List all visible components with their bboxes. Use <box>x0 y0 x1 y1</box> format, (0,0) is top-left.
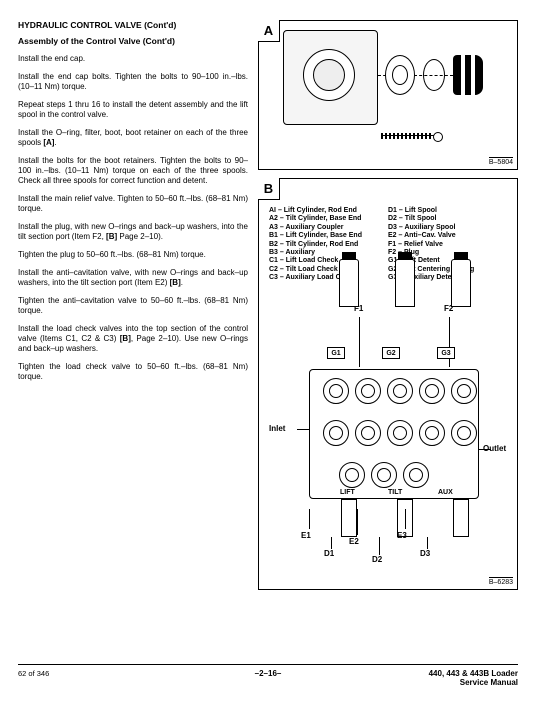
callout-e2: E2 <box>349 537 359 546</box>
para-11-ref: [B] <box>120 334 131 343</box>
callout-e1: E1 <box>301 531 311 540</box>
callout-g2: G2 <box>382 347 400 359</box>
figure-a-code: B–5804 <box>489 157 513 166</box>
legend-item: A2 – Tilt Cylinder, Base End <box>269 215 388 223</box>
section-tilt: TILT <box>388 489 402 496</box>
figure-a-label: A <box>258 20 280 42</box>
footer-right-line1: 440, 443 & 443B Loader <box>429 669 518 679</box>
para-4-ref: [A] <box>43 138 54 147</box>
para-5: Install the bolts for the boot retainers… <box>18 156 248 186</box>
para-3: Repeat steps 1 thru 16 to install the de… <box>18 100 248 120</box>
subsection-title: Assembly of the Control Valve (Cont'd) <box>18 36 248 46</box>
para-8: Tighten the plug to 50–60 ft.–lbs. (68–8… <box>18 250 248 260</box>
callout-inlet: Inlet <box>269 424 285 433</box>
para-9-ref: [B] <box>170 278 181 287</box>
para-4: Install the O–ring, filter, boot, boot r… <box>18 128 248 148</box>
para-9c: . <box>181 278 183 287</box>
figure-b-label: B <box>258 178 280 200</box>
para-2: Install the end cap bolts. Tighten the b… <box>18 72 248 92</box>
legend-item: F1 – Relief Valve <box>388 241 507 249</box>
para-9: Install the anti–cavitation valve, with … <box>18 268 248 288</box>
footer-right-line2: Service Manual <box>429 678 518 688</box>
figure-a-drawing <box>283 25 513 165</box>
figure-b-code: B–6283 <box>489 577 513 586</box>
para-6: Install the main relief valve. Tighten t… <box>18 194 248 214</box>
legend-item: D3 – Auxiliary Spool <box>388 224 507 232</box>
callout-g3: G3 <box>437 347 455 359</box>
para-11: Install the load check valves into the t… <box>18 324 248 354</box>
footer-manual-title: 440, 443 & 443B Loader Service Manual <box>429 669 518 688</box>
footer-page-of: 62 of 346 <box>18 669 49 678</box>
legend-item: B2 – Tilt Cylinder, Rod End <box>269 241 388 249</box>
figure-b: B AI – Lift Cylinder, Rod End A2 – Tilt … <box>258 178 518 590</box>
figure-column: A B–5804 B AI – Lift Cylinder, Rod End A <box>258 20 518 590</box>
legend-item: D1 – Lift Spool <box>388 207 507 215</box>
legend-item: E2 – Anti–Cav. Valve <box>388 232 507 240</box>
callout-d1: D1 <box>324 549 334 558</box>
page-footer: 62 of 346 –2–16– 440, 443 & 443B Loader … <box>18 664 518 688</box>
para-1: Install the end cap. <box>18 54 248 64</box>
legend-item: A3 – Auxiliary Coupler <box>269 224 388 232</box>
footer-page-number: –2–16– <box>255 669 282 678</box>
callout-e3: E3 <box>397 531 407 540</box>
para-7: Install the plug, with new O–rings and b… <box>18 222 248 242</box>
section-title: HYDRAULIC CONTROL VALVE (Cont'd) <box>18 20 248 30</box>
para-7c: Page 2–10). <box>117 232 163 241</box>
para-12: Tighten the load check valve to 50–60 ft… <box>18 362 248 382</box>
para-7-ref: [B] <box>106 232 117 241</box>
callout-d3: D3 <box>420 549 430 558</box>
figure-a: A B–5804 <box>258 20 518 170</box>
para-10: Tighten the anti–cavitation valve to 50–… <box>18 296 248 316</box>
callout-g1: G1 <box>327 347 345 359</box>
figure-b-drawing: F1 F2 G1 G2 G3 <box>269 309 507 569</box>
section-lift: LIFT <box>340 489 355 496</box>
para-9a: Install the anti–cavitation valve, with … <box>18 268 248 287</box>
legend-item: AI – Lift Cylinder, Rod End <box>269 207 388 215</box>
legend-item: D2 – Tilt Spool <box>388 215 507 223</box>
legend-item: B1 – Lift Cylinder, Base End <box>269 232 388 240</box>
legend-item: B3 – Auxiliary <box>269 249 388 257</box>
callout-d2: D2 <box>372 555 382 564</box>
para-4c: . <box>54 138 56 147</box>
text-column: HYDRAULIC CONTROL VALVE (Cont'd) Assembl… <box>18 20 248 590</box>
section-aux: AUX <box>438 489 453 496</box>
